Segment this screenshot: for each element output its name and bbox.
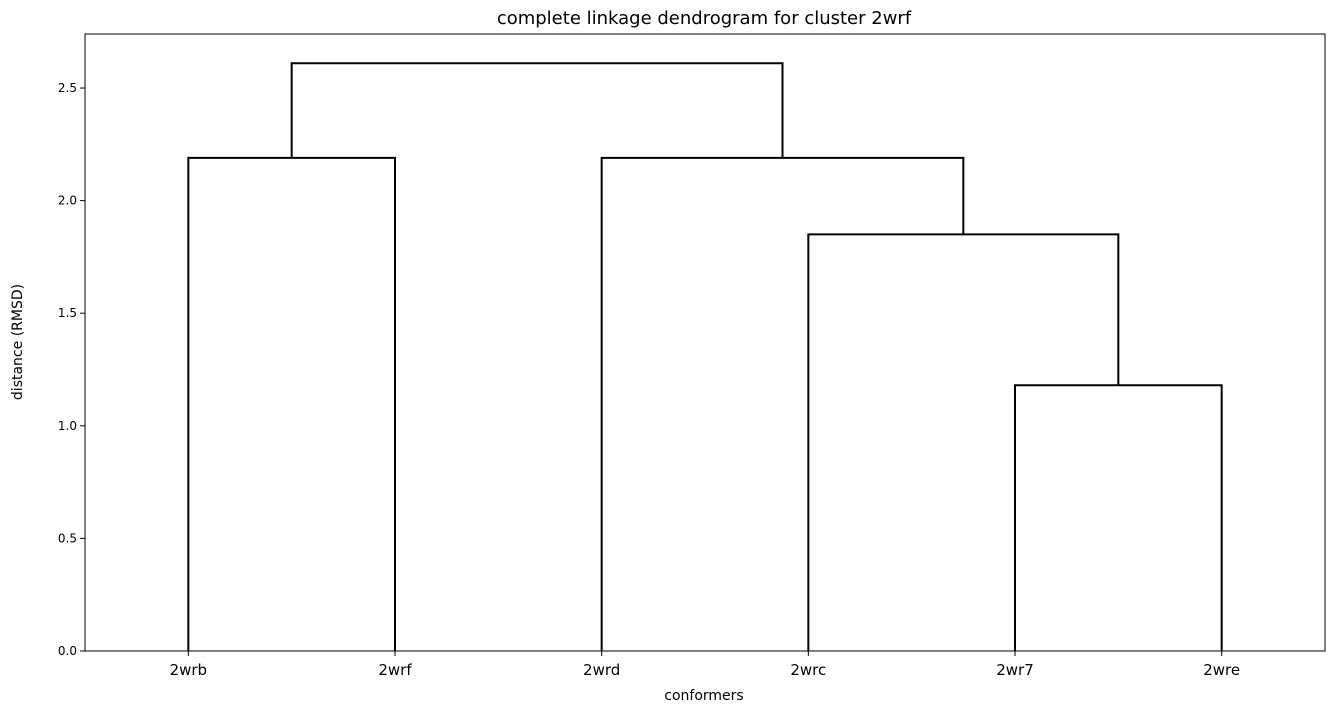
y-tick-label: 0.0: [58, 644, 77, 658]
y-tick-label: 2.5: [58, 81, 77, 95]
axis-ticks: 0.0 0.5 1.0 1.5 2.0 2.5 2wrb 2wrf 2wrd 2wrc 2wr7 2w…: [58, 81, 1240, 679]
chart-title: complete linkage dendrogram for cluster …: [497, 8, 912, 29]
x-tick-label-2wre: 2wre: [1203, 661, 1240, 679]
y-tick-label: 1.5: [58, 306, 77, 320]
y-tick-label: 2.0: [58, 194, 77, 208]
y-tick-label: 1.0: [58, 419, 77, 433]
y-axis-label: distance (RMSD): [10, 284, 26, 400]
dendrogram-links: [187, 62, 1223, 651]
y-tick-label: 0.5: [58, 531, 77, 545]
x-tick-label-2wrf: 2wrf: [378, 661, 412, 679]
dendrogram-link-5: [290, 62, 784, 158]
plot-frame: [84, 33, 1326, 652]
x-axis-label: conformers: [664, 688, 743, 704]
dendrogram-link-1: [1014, 384, 1223, 651]
x-tick-label-2wrb: 2wrb: [170, 661, 208, 679]
x-tick-label-2wrc: 2wrc: [790, 661, 826, 679]
x-tick-label-2wr7: 2wr7: [996, 661, 1034, 679]
x-tick-label-2wrd: 2wrd: [583, 661, 620, 679]
